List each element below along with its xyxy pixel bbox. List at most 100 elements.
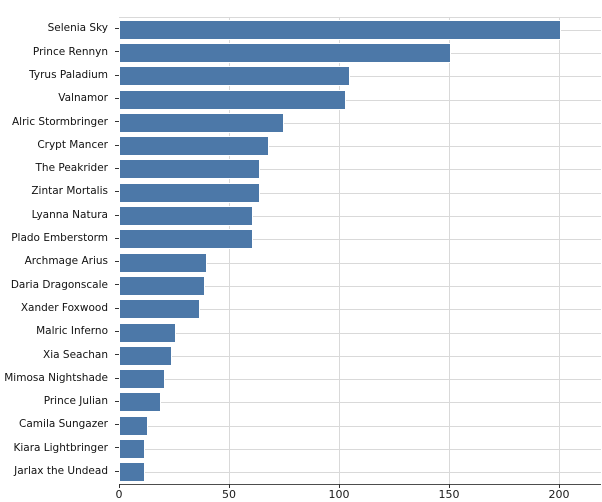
y-row: Selenia Sky xyxy=(0,17,119,40)
y-row: Plado Emberstorm xyxy=(0,227,119,250)
y-row: Lyanna Natura xyxy=(0,203,119,226)
y-row: Alric Stormbringer xyxy=(0,110,119,133)
y-tick-label: Archmage Arius xyxy=(24,255,108,268)
bar-crypt-mancer xyxy=(119,136,269,157)
y-tick-label: Xander Foxwood xyxy=(20,301,108,314)
y-tick-label: Plado Emberstorm xyxy=(11,232,108,245)
y-tickmark xyxy=(115,51,119,53)
y-tick-label: Kiara Lightbringer xyxy=(13,441,108,454)
y-tickmark xyxy=(115,377,119,379)
y-row: Camila Sungazer xyxy=(0,413,119,436)
plot-area xyxy=(119,17,601,485)
bar-daria-dragonscale xyxy=(119,275,205,296)
y-tick-label: Xia Seachan xyxy=(43,348,108,361)
bar-row xyxy=(119,391,601,414)
y-tick-label: Mimosa Nightshade xyxy=(4,371,108,384)
bar-mimosa-nightshade xyxy=(119,369,166,390)
bar-lyanna-natura xyxy=(119,206,254,227)
y-tick-label: Tyrus Paladium xyxy=(29,68,108,81)
y-gridline xyxy=(119,122,601,124)
bar-row xyxy=(119,461,601,484)
y-gridline xyxy=(119,309,601,311)
y-gridline xyxy=(119,332,601,334)
y-tickmark xyxy=(115,144,119,146)
y-tickmark xyxy=(115,74,119,76)
x-gridline-50 xyxy=(229,18,230,484)
bar-row xyxy=(119,111,601,134)
x-tickmark-0 xyxy=(119,484,120,488)
y-tickmark xyxy=(115,400,119,402)
bar-row xyxy=(119,65,601,88)
y-tickmark xyxy=(115,470,119,472)
y-tick-label: Prince Rennyn xyxy=(32,45,108,58)
bar-row xyxy=(119,414,601,437)
bar-kiara-lightbringer xyxy=(119,438,146,459)
y-gridline xyxy=(119,355,601,357)
x-axis: 0 50 100 150 200 xyxy=(116,484,602,502)
y-tickmark xyxy=(115,354,119,356)
y-tick-label: Jarlax the Undead xyxy=(14,465,108,478)
y-row: Archmage Arius xyxy=(0,250,119,273)
y-gridline xyxy=(119,262,601,264)
bar-alric-stormbringer xyxy=(119,112,285,133)
bar-camila-sungazer xyxy=(119,415,148,436)
y-tickmark xyxy=(115,28,119,30)
bar-row xyxy=(119,134,601,157)
x-tickmark-150 xyxy=(449,484,450,488)
y-gridline xyxy=(119,448,601,450)
bar-prince-rennyn xyxy=(119,42,452,63)
bar-row xyxy=(119,437,601,460)
bar-row xyxy=(119,18,601,41)
bar-xia-seachan xyxy=(119,345,172,366)
bar-valnamor xyxy=(119,89,346,110)
y-row: Crypt Mancer xyxy=(0,133,119,156)
bar-row xyxy=(119,41,601,64)
y-row: Daria Dragonscale xyxy=(0,273,119,296)
x-tickmark-100 xyxy=(339,484,340,488)
bar-xander-foxwood xyxy=(119,299,201,320)
y-gridline xyxy=(119,99,601,101)
y-tickmark xyxy=(115,331,119,332)
y-tickmark xyxy=(115,121,119,123)
bar-plado-emberstorm xyxy=(119,229,254,250)
y-gridline xyxy=(119,169,601,171)
y-gridline xyxy=(119,402,601,404)
bar-row xyxy=(119,274,601,297)
y-tickmark xyxy=(115,447,119,449)
x-tickmark-200 xyxy=(559,484,560,488)
x-gridline-200 xyxy=(559,18,560,484)
bar-row xyxy=(119,251,601,274)
y-tickmark xyxy=(115,261,119,263)
y-tickmark xyxy=(115,214,119,216)
x-tick-label: 100 xyxy=(328,488,350,501)
y-row: Jarlax the Undead xyxy=(0,460,119,483)
x-tick-label: 50 xyxy=(222,488,236,501)
bar-the-peakrider xyxy=(119,159,260,180)
bar-row xyxy=(119,367,601,390)
x-tick-label: 150 xyxy=(438,488,460,501)
y-row: Prince Rennyn xyxy=(0,40,119,63)
bar-row xyxy=(119,228,601,251)
bar-row xyxy=(119,298,601,321)
y-gridline xyxy=(119,192,601,194)
bar-row xyxy=(119,158,601,181)
y-tick-label: Daria Dragonscale xyxy=(10,278,108,291)
y-gridline xyxy=(119,472,601,474)
y-gridline xyxy=(119,216,601,218)
y-gridline xyxy=(119,239,601,241)
y-row: Mimosa Nightshade xyxy=(0,366,119,389)
y-tick-label: Malric Inferno xyxy=(36,325,108,338)
bar-row xyxy=(119,321,601,344)
x-gridline-150 xyxy=(449,18,450,484)
y-gridline xyxy=(119,285,601,287)
x-tickmark-50 xyxy=(229,484,230,488)
y-tickmark xyxy=(115,191,119,193)
bar-zintar-mortalis xyxy=(119,182,260,203)
y-tick-label: Prince Julian xyxy=(43,395,108,408)
y-axis-labels: Selenia Sky Prince Rennyn Tyrus Paladium Va… xyxy=(0,17,119,483)
y-row: Malric Inferno xyxy=(0,320,119,343)
bar-row xyxy=(119,181,601,204)
x-tick-label: 200 xyxy=(548,488,570,501)
y-tick-label: Selenia Sky xyxy=(47,22,108,35)
y-row: Prince Julian xyxy=(0,390,119,413)
